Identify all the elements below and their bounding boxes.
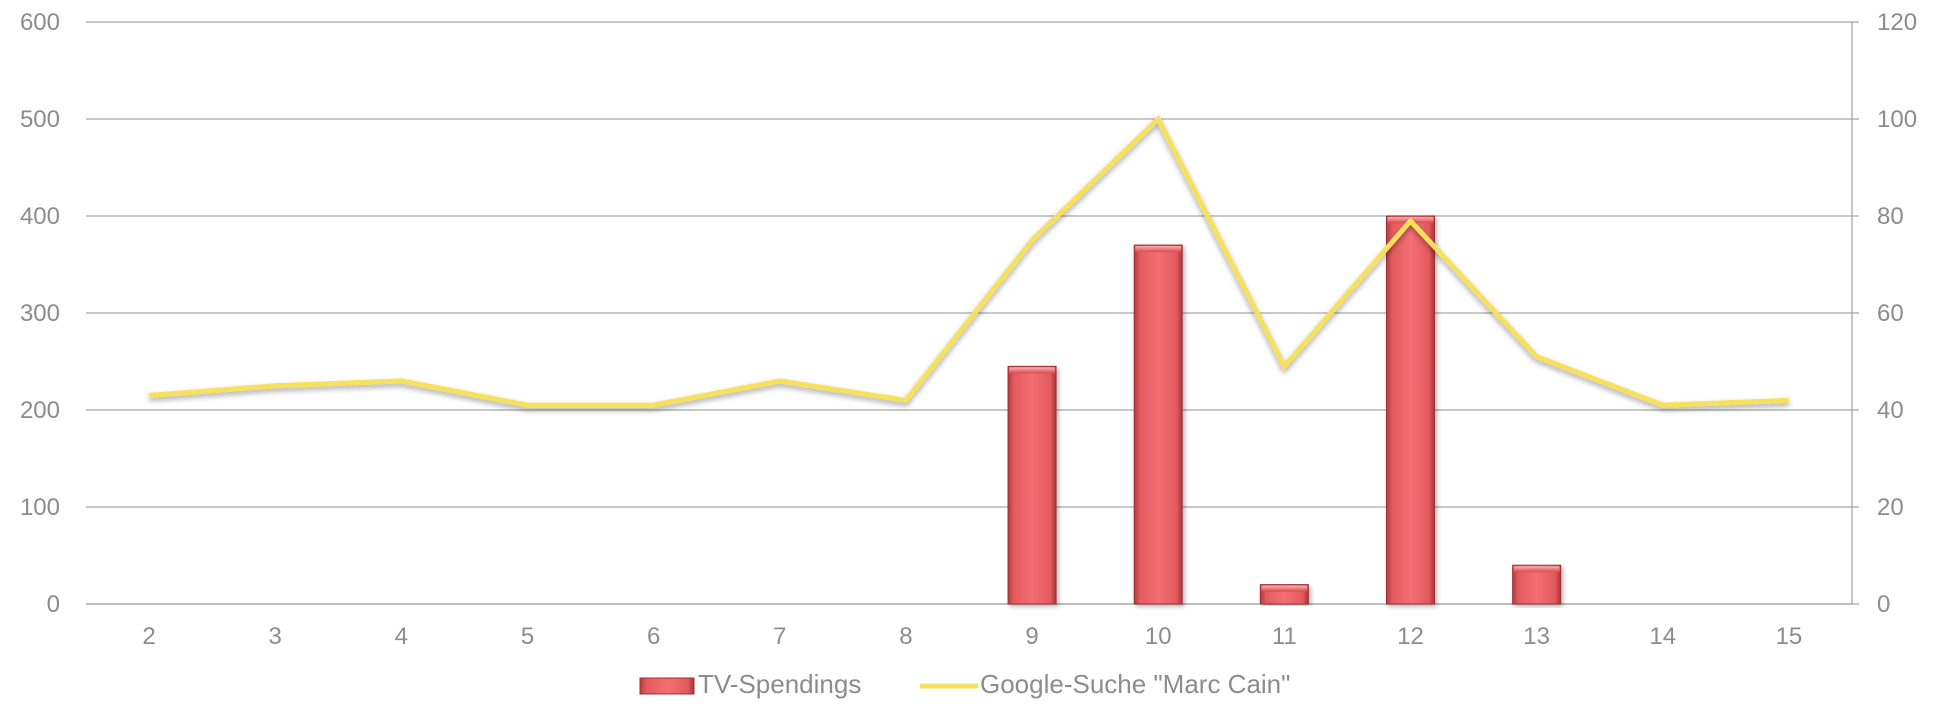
y-right-tick-label: 100 [1877,106,1917,133]
x-tick-label: 6 [647,623,660,650]
x-tick-label: 13 [1523,623,1550,650]
legend-label: TV-Spendings [698,669,861,699]
x-tick-label: 5 [521,623,534,650]
x-tick-label: 4 [395,623,408,650]
y-axis-left-ticks: 0 100 200 300 400 500 600 [20,9,60,618]
y-left-tick-label: 0 [47,591,60,618]
y-right-tick-label: 80 [1877,203,1904,230]
bar [1133,244,1183,605]
bar [1007,365,1057,605]
y-left-tick-label: 300 [20,300,60,327]
y-right-tick-label: 40 [1877,397,1904,424]
y-right-tick-label: 0 [1877,591,1890,618]
x-tick-label: 3 [269,623,282,650]
x-tick-label: 2 [142,623,155,650]
legend-item-google-suche: Google-Suche "Marc Cain" [920,669,1290,699]
legend-swatch-bar [639,677,695,695]
y-left-tick-label: 500 [20,106,60,133]
y-left-tick-label: 400 [20,203,60,230]
bar-series [1007,215,1562,605]
x-tick-label: 10 [1145,623,1172,650]
y-axis-right-ticks: 0 20 40 60 80 100 120 [1877,9,1917,618]
y-left-tick-label: 200 [20,397,60,424]
y-right-tick-label: 120 [1877,9,1917,36]
line-series [148,114,1790,408]
y-right-tick-label: 20 [1877,494,1904,521]
bar [1259,584,1309,605]
x-tick-label: 8 [899,623,912,650]
x-axis-ticks: 2 3 4 5 6 7 8 9 10 11 12 13 14 15 [142,623,1802,650]
legend: TV-Spendings Google-Suche "Marc Cain" [639,669,1290,699]
x-tick-label: 11 [1272,623,1297,650]
y-left-tick-label: 100 [20,494,60,521]
x-tick-label: 9 [1025,623,1038,650]
x-tick-label: 7 [773,623,786,650]
legend-label: Google-Suche "Marc Cain" [980,669,1290,699]
y-left-tick-label: 600 [20,9,60,36]
x-tick-label: 15 [1776,623,1803,650]
legend-item-tv-spendings: TV-Spendings [639,669,861,699]
x-tick-label: 12 [1397,623,1424,650]
y-right-tick-label: 60 [1877,300,1904,327]
bar [1386,215,1435,605]
gridlines [86,21,1852,605]
x-tick-label: 14 [1649,623,1676,650]
bar [1512,564,1562,605]
line-google-suche [148,114,1789,408]
